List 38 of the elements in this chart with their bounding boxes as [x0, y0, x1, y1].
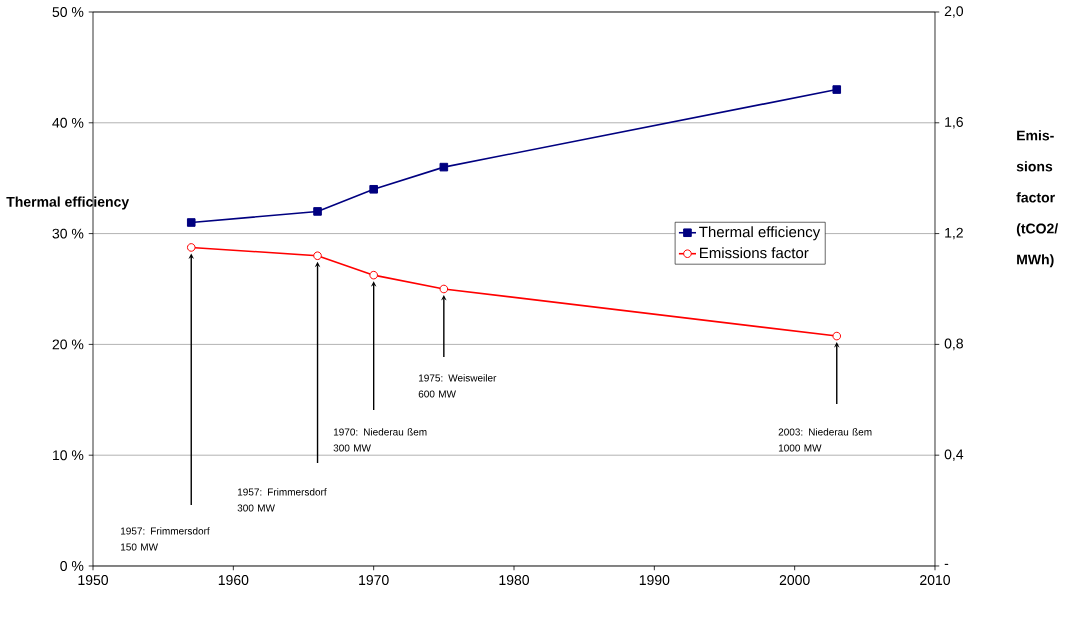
point	[832, 331, 842, 341]
annotation: 1957: Frimmersdorf 150 MW	[121, 527, 210, 551]
y2-tick-label: 2,0	[944, 6, 964, 18]
point	[369, 270, 378, 280]
point	[186, 243, 196, 252]
annotation: 1970: Niederau ßem 300 MW	[333, 428, 427, 452]
annotation: 1975: Weisweiler 600 MW	[418, 374, 497, 398]
text: Emis-sions factor (tCO2/ MWh)	[1016, 130, 1059, 268]
point	[439, 162, 449, 172]
annotation: 1957: Frimmersdorf 300 MW	[237, 488, 327, 512]
point	[832, 85, 842, 94]
point	[313, 207, 322, 216]
annotation: 2003: Niederau ßem 1000 MW	[778, 428, 872, 452]
x-tick-label: 1950	[78, 575, 109, 586]
x-tick-label: 1960	[218, 575, 249, 586]
x-tick-label: 2000	[779, 575, 810, 586]
y2-tick-label: -	[944, 563, 949, 565]
y2-tick-label: 1,2	[945, 227, 963, 240]
x-tick-label: 2010	[920, 575, 951, 586]
y2-tick-label: 1,6	[945, 117, 963, 129]
point	[186, 218, 196, 227]
x-tick-label: 1970	[359, 575, 389, 586]
x-tick-label: 1990	[639, 575, 670, 586]
y-tick-label: 0 %	[60, 561, 84, 571]
y-tick-label: 40 %	[52, 117, 84, 128]
y-axis-title: Thermal efficiency	[6, 196, 130, 210]
y-tick-label: 30 %	[52, 228, 84, 239]
y2-tick-label: 0,8	[944, 338, 963, 351]
point	[313, 251, 322, 261]
legend-label: Emissions factor	[700, 247, 809, 259]
x-tick-label: 1980	[499, 575, 530, 586]
point	[439, 284, 449, 294]
y-tick-label: 20 %	[52, 339, 84, 350]
y-tick-label: 10 %	[53, 450, 84, 461]
y-tick-label: 50 %	[52, 7, 84, 17]
y2-tick-label: 0,4	[944, 449, 964, 461]
point	[369, 184, 378, 194]
legend-label: Thermal efficiency	[699, 226, 821, 241]
